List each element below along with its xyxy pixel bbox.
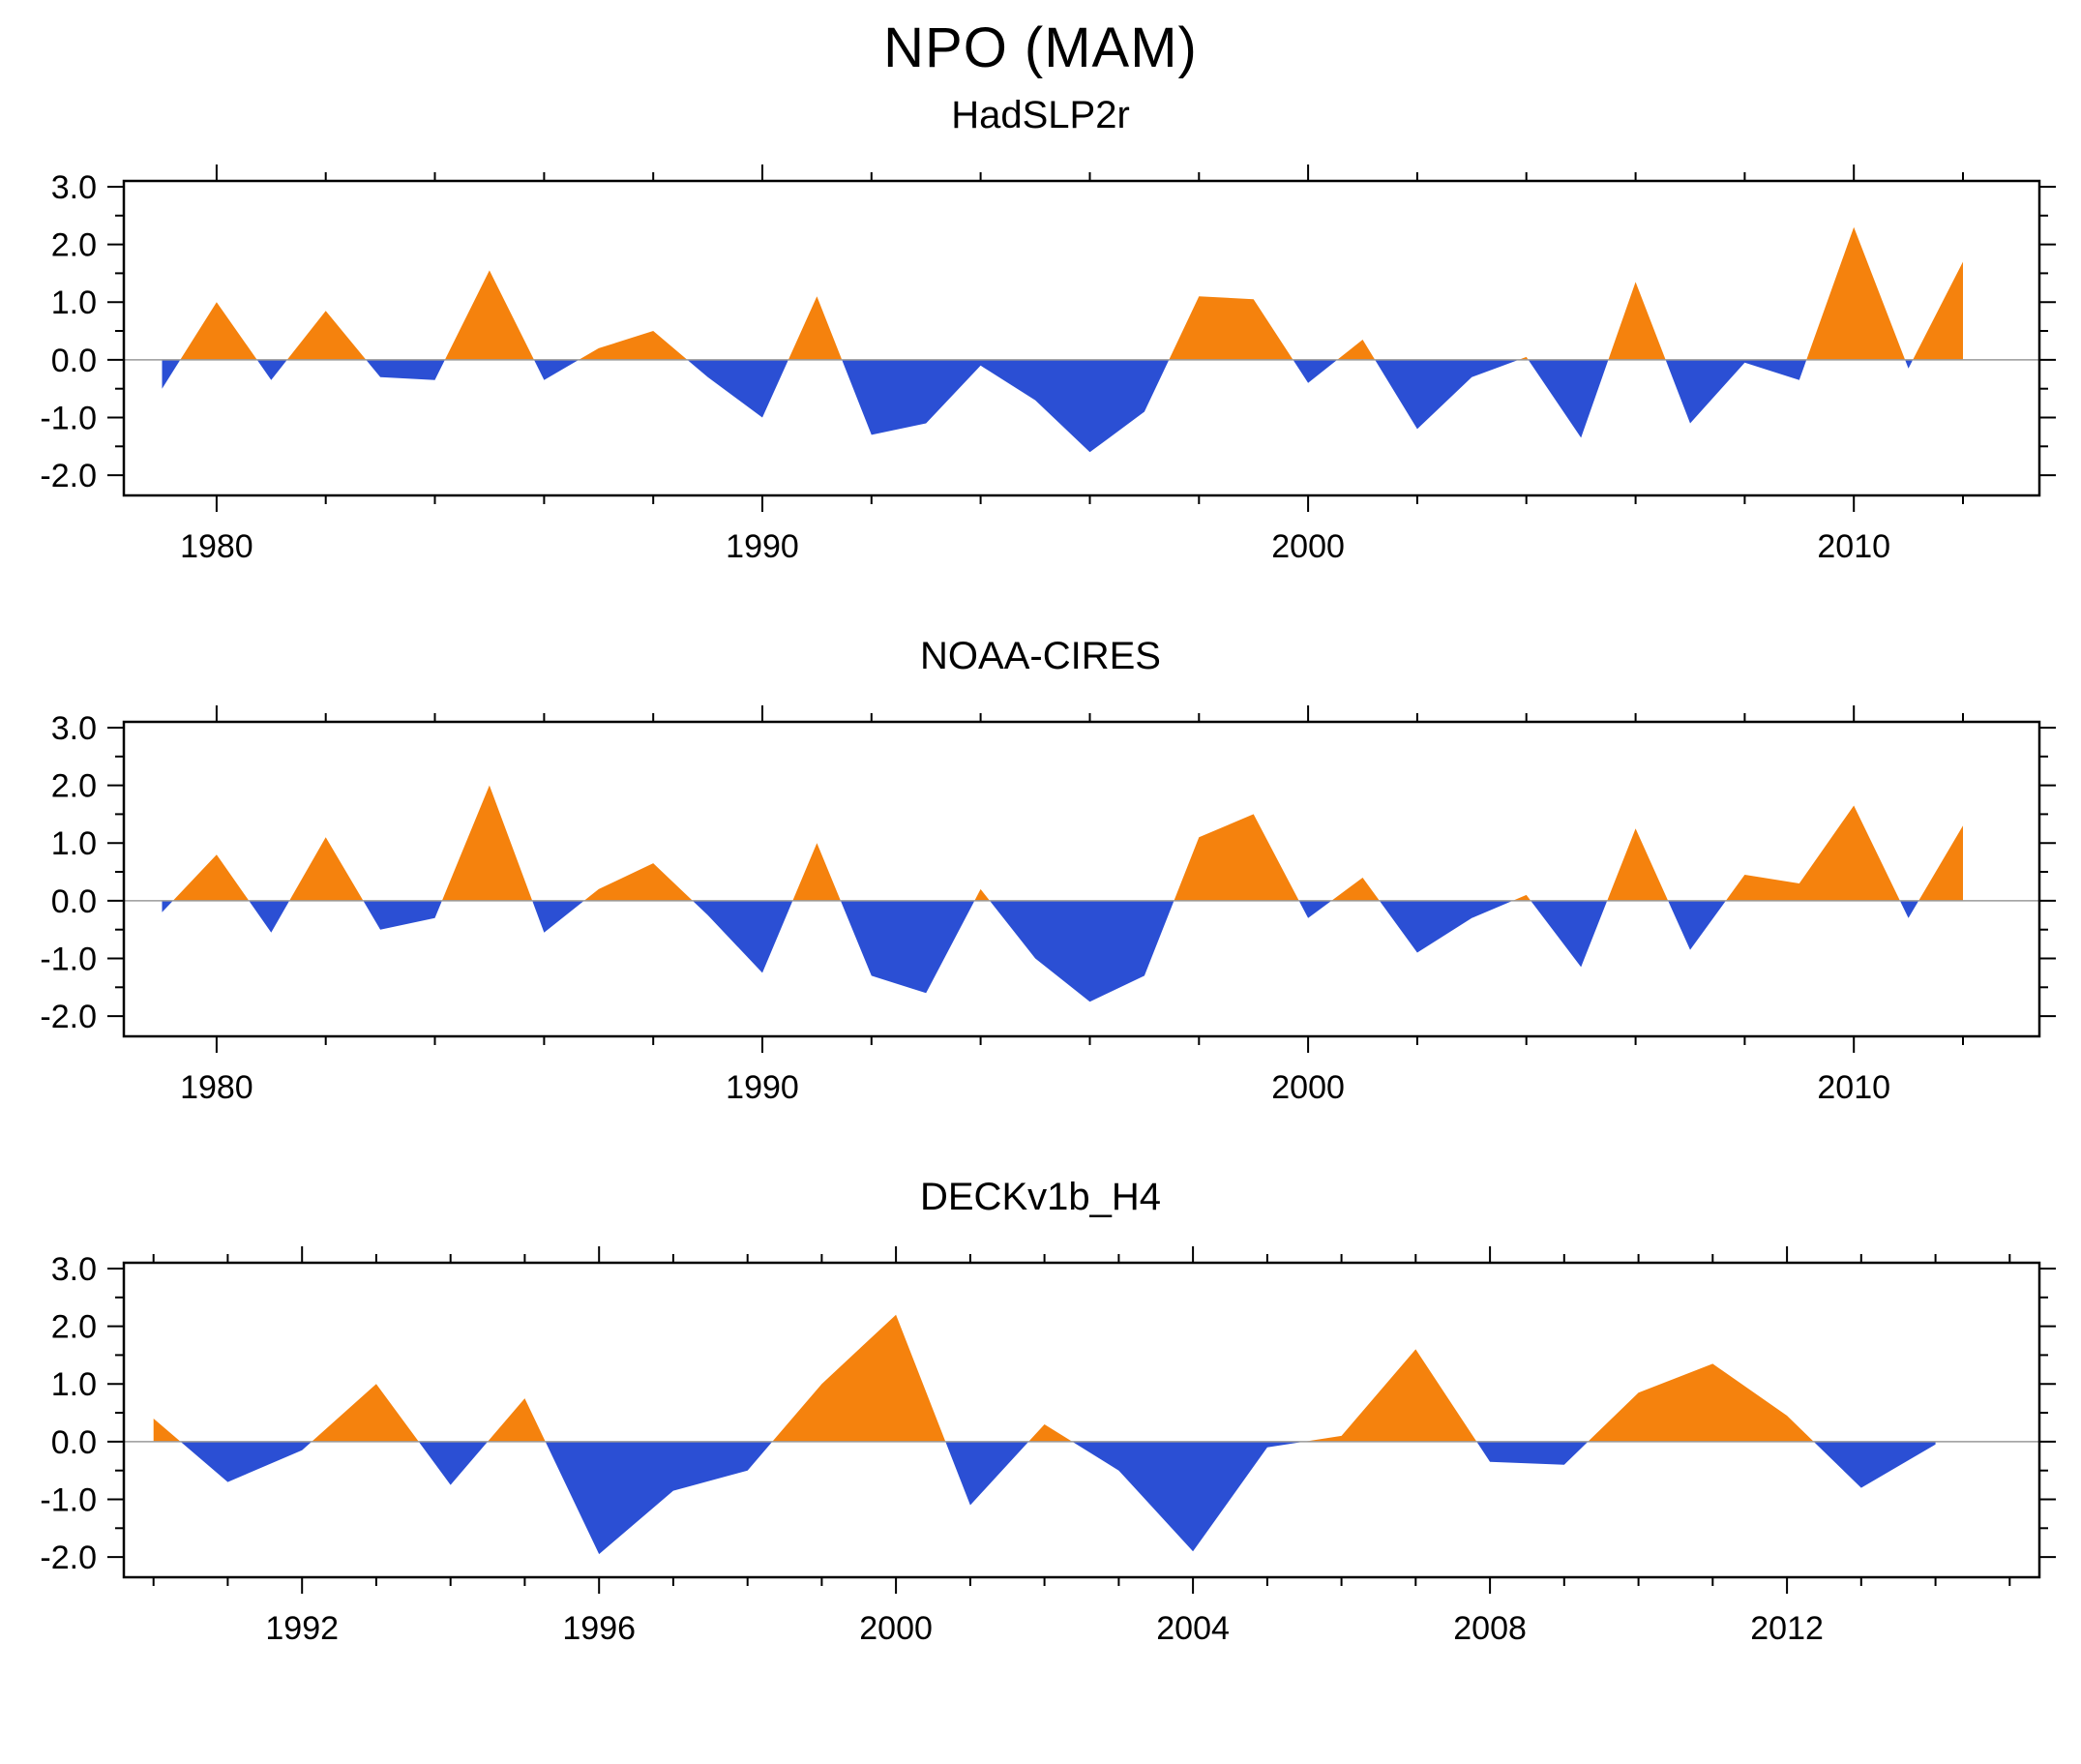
y-tick-label: 3.0 — [51, 169, 97, 206]
x-tick-label: 1990 — [726, 528, 799, 565]
timeseries-chart-hadslp2r: 3.0 2.0 1.0 0.0 -1.0 -2.0 1980 1990 2000 2010 — [40, 164, 2056, 565]
timeseries-chart-deckv1b-h4: 3.0 2.0 1.0 0.0 -1.0 -2.0 1992 1996 2000 2004 2008… — [40, 1246, 2056, 1647]
plot-border — [122, 1261, 2041, 1579]
axis-ticks — [107, 705, 2056, 1053]
y-tick-label: 3.0 — [51, 710, 97, 747]
y-tick-label: -2.0 — [40, 999, 97, 1035]
area-negative — [162, 900, 1963, 1002]
y-tick-label: 2.0 — [51, 768, 97, 805]
x-tick-label: 1990 — [726, 1069, 799, 1106]
y-tick-label: 1.0 — [51, 1366, 97, 1403]
chart-panel-hadslp2r: HadSLP2r 3.0 2.0 1.0 0.0 -1.0 -2.0 1980 1990 200… — [0, 94, 2081, 621]
x-tick-label: 2000 — [1271, 1069, 1345, 1106]
y-tick-label: 2.0 — [51, 227, 97, 264]
y-tick-label: -1.0 — [40, 942, 97, 978]
timeseries-chart-noaa-cires: 3.0 2.0 1.0 0.0 -1.0 -2.0 1980 1990 2000 2010 — [40, 705, 2056, 1106]
y-tick-label: 0.0 — [51, 883, 97, 920]
y-tick-label: -2.0 — [40, 458, 97, 494]
axis-labels: 3.0 2.0 1.0 0.0 -1.0 -2.0 1980 1990 2000 2010 — [40, 169, 1890, 565]
chart-panel-deckv1b-h4: DECKv1b_H4 3.0 2.0 1.0 0.0 -1.0 -2.0 1992 1996 2… — [0, 1176, 2081, 1703]
area-negative — [153, 1441, 1936, 1555]
axis-ticks — [107, 1246, 2056, 1594]
x-tick-label: 2000 — [859, 1610, 933, 1647]
chart-subtitle-hadslp2r: HadSLP2r — [951, 94, 1130, 136]
x-tick-label: 1996 — [562, 1610, 636, 1647]
y-tick-label: 3.0 — [51, 1251, 97, 1288]
y-tick-label: -2.0 — [40, 1540, 97, 1576]
chart-panel-noaa-cires: NOAA-CIRES 3.0 2.0 1.0 0.0 -1.0 -2.0 1980 1990 2… — [0, 635, 2081, 1162]
axis-labels: 3.0 2.0 1.0 0.0 -1.0 -2.0 1980 1990 2000 2010 — [40, 710, 1890, 1106]
y-tick-label: 1.0 — [51, 825, 97, 862]
chart-subtitle-noaa-cires: NOAA-CIRES — [920, 635, 1161, 677]
y-tick-label: -1.0 — [40, 1482, 97, 1519]
plot-border — [122, 720, 2041, 1038]
y-tick-label: 0.0 — [51, 1424, 97, 1461]
x-tick-label: 2008 — [1453, 1610, 1527, 1647]
x-tick-label: 2004 — [1156, 1610, 1230, 1647]
x-tick-label: 2012 — [1750, 1610, 1824, 1647]
area-negative — [162, 359, 1963, 453]
x-tick-label: 2000 — [1271, 528, 1345, 565]
y-tick-label: 1.0 — [51, 284, 97, 321]
x-tick-label: 2010 — [1817, 528, 1890, 565]
chart-subtitle-deckv1b-h4: DECKv1b_H4 — [919, 1176, 1161, 1218]
x-tick-label: 1992 — [265, 1610, 339, 1647]
y-tick-label: 2.0 — [51, 1309, 97, 1346]
y-tick-label: 0.0 — [51, 343, 97, 379]
page-title: NPO (MAM) — [883, 16, 1198, 79]
axis-ticks — [107, 164, 2056, 512]
y-tick-label: -1.0 — [40, 401, 97, 437]
area-positive — [153, 1314, 1814, 1442]
area-positive — [172, 785, 1963, 901]
x-tick-label: 1980 — [180, 1069, 253, 1106]
plot-border — [122, 179, 2041, 497]
x-tick-label: 1980 — [180, 528, 253, 565]
x-tick-label: 2010 — [1817, 1069, 1890, 1106]
axis-labels: 3.0 2.0 1.0 0.0 -1.0 -2.0 1992 1996 2000 2004 2008… — [40, 1251, 1824, 1647]
